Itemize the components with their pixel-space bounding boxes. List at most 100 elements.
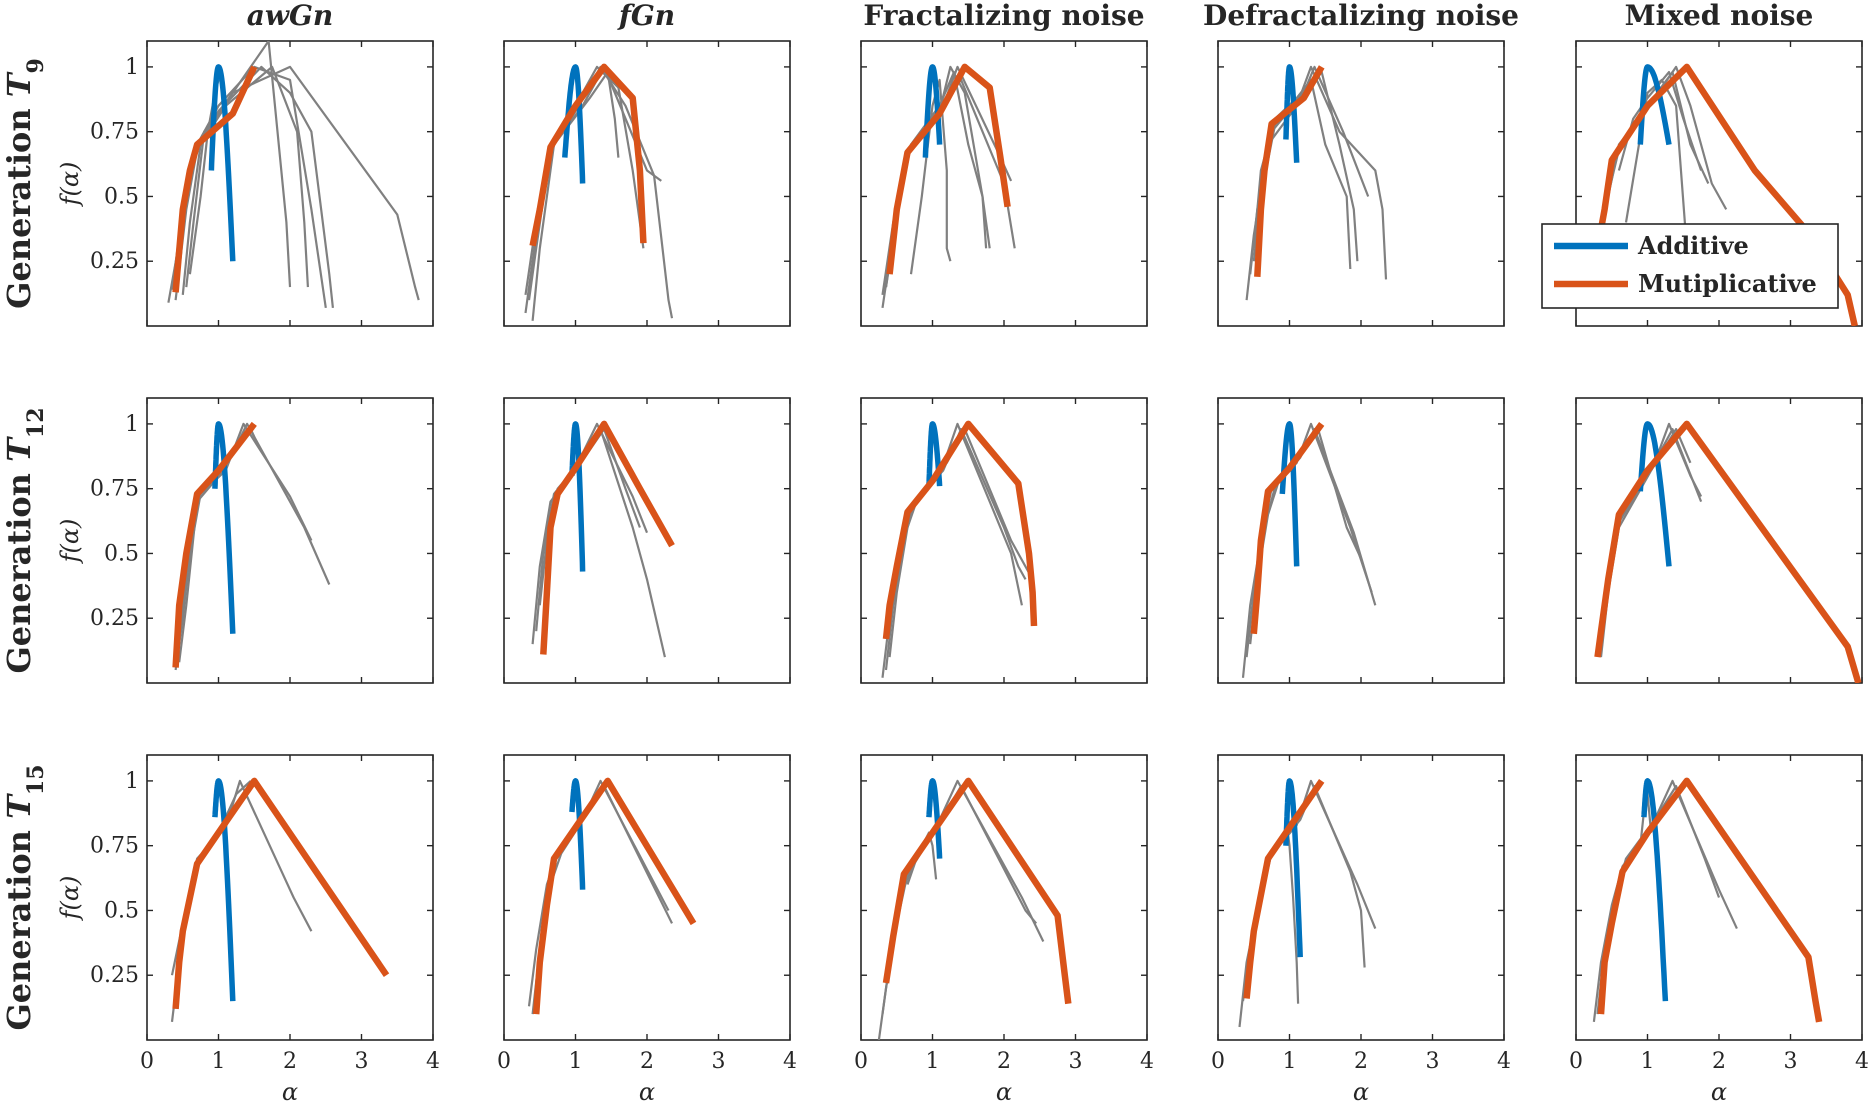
multiplicative-series-line: [172, 421, 257, 668]
panel-r3-c5: 0 1 2 3 4 α: [1569, 754, 1868, 1106]
additive-series-line: [569, 421, 586, 572]
multiplicative-series-line: [172, 65, 258, 293]
axes-box: [503, 754, 791, 1041]
axes-box: [503, 40, 791, 327]
multiplicative-series-line: [529, 63, 647, 247]
row-title: Generation T15: [0, 764, 49, 1030]
multiplicative-series-line: [1250, 421, 1325, 635]
additive-series-line: [212, 778, 236, 1002]
panel-r3-c3: 0 1 2 3 4 α: [854, 754, 1154, 1106]
plot-area: [1245, 64, 1388, 301]
additive-series-line: [1279, 421, 1300, 567]
additive-series-line: [212, 421, 236, 634]
multiplicative-series-line: [882, 777, 1072, 1005]
panel-r2-c3: [860, 397, 1148, 684]
plot-area: [881, 63, 1016, 309]
additive-series-line: [1637, 64, 1672, 146]
x-axis-label: α: [282, 1078, 298, 1106]
multiplicative-series-line: [1243, 779, 1325, 999]
x-tick-label: 1: [1283, 1049, 1297, 1074]
plot-area: [1238, 778, 1377, 1028]
additive-series-line: [208, 64, 236, 262]
additive-series-line: [926, 778, 943, 859]
plot-area: [1594, 420, 1862, 683]
additive-series-line: [569, 778, 586, 890]
panel-r3-c1: 0.25 0.5 0.75 1 f(α) 0 1 2 3 4 α: [56, 754, 440, 1106]
surrogate-series-line: [909, 78, 952, 275]
x-tick-label: 1: [926, 1049, 940, 1074]
x-tick-label: 1: [212, 1049, 226, 1074]
y-tick-label: 1: [125, 412, 139, 437]
x-tick-label: 4: [1140, 1049, 1154, 1074]
y-tick-label: 0.5: [104, 184, 139, 209]
legend-label: Additive: [1637, 231, 1749, 260]
y-tick-label: 0.25: [90, 963, 139, 988]
y-tick-label: 0.75: [90, 834, 139, 859]
additive-series-line: [922, 64, 943, 158]
x-tick-label: 1: [1641, 1049, 1655, 1074]
multiplicative-series-line: [172, 777, 390, 1010]
panel-r2-c1: 0.25 0.5 0.75 1 f(α): [56, 397, 434, 684]
x-tick-label: 2: [283, 1049, 297, 1074]
row-title: Generation T9: [0, 58, 49, 309]
multiplicative-series-line: [540, 420, 675, 655]
y-axis-label: f(α): [56, 519, 84, 565]
plot-area: [527, 777, 697, 1015]
y-tick-label: 0.5: [104, 898, 139, 923]
additive-series-line: [1283, 64, 1300, 163]
panel-r2-c4: [1217, 397, 1505, 684]
x-tick-label: 2: [1712, 1049, 1726, 1074]
axes-box: [1575, 397, 1863, 684]
x-tick-label: 3: [712, 1049, 726, 1074]
axes-box: [1217, 754, 1505, 1041]
additive-series-line: [1641, 778, 1669, 1002]
multiplicative-series-line: [1254, 65, 1325, 277]
multiplicative-series-line: [532, 777, 697, 1015]
legend: Additive Mutiplicative: [1541, 223, 1839, 309]
legend-label: Mutiplicative: [1638, 269, 1817, 298]
x-tick-label: 4: [783, 1049, 797, 1074]
y-tick-label: 0.75: [90, 477, 139, 502]
y-axis-label: f(α): [56, 876, 84, 922]
x-tick-label: 2: [997, 1049, 1011, 1074]
column-title: Mixed noise: [1625, 0, 1814, 32]
x-tick-label: 3: [1426, 1049, 1440, 1074]
multiplicative-series-line: [1594, 420, 1862, 683]
panel-r2-c5: [1575, 397, 1863, 684]
x-tick-label: 0: [854, 1049, 868, 1074]
additive-series-line: [1637, 421, 1672, 567]
x-tick-label: 0: [1569, 1049, 1583, 1074]
y-tick-label: 1: [125, 55, 139, 80]
y-tick-label: 0.25: [90, 606, 139, 631]
x-tick-label: 4: [1855, 1049, 1868, 1074]
additive-series-line: [926, 421, 943, 487]
column-title: awGn: [247, 0, 334, 32]
x-tick-label: 2: [1354, 1049, 1368, 1074]
x-axis-label: α: [1353, 1078, 1369, 1106]
plot-area: [531, 420, 675, 658]
x-tick-label: 3: [1784, 1049, 1798, 1074]
multiplicative-series-line: [882, 420, 1038, 640]
x-tick-label: 2: [640, 1049, 654, 1074]
column-title: Fractalizing noise: [863, 0, 1144, 32]
surrogate-series-line: [174, 65, 334, 309]
multiplicative-series-line: [1597, 777, 1823, 1023]
panel-r1-c3: [860, 40, 1148, 327]
x-tick-label: 1: [569, 1049, 583, 1074]
column-title: Defractalizing noise: [1203, 0, 1519, 32]
legend-box: [1541, 223, 1839, 309]
row-title: Generation T12: [0, 407, 49, 673]
additive-series-line: [1283, 778, 1303, 958]
plot-area: [172, 421, 331, 671]
plot-area: [1592, 63, 1858, 326]
axes-box: [860, 754, 1148, 1041]
x-tick-label: 0: [140, 1049, 154, 1074]
panel-r1-c1: 0.25 0.5 0.75 1 f(α): [56, 40, 434, 327]
panel-r3-c4: 0 1 2 3 4 α: [1211, 754, 1511, 1106]
plot-area: [1241, 421, 1377, 678]
panel-r2-c2: [503, 397, 791, 684]
panel-r3-c2: 0 1 2 3 4 α: [497, 754, 797, 1106]
plot-area: [1592, 777, 1823, 1023]
plot-area: [881, 420, 1038, 678]
